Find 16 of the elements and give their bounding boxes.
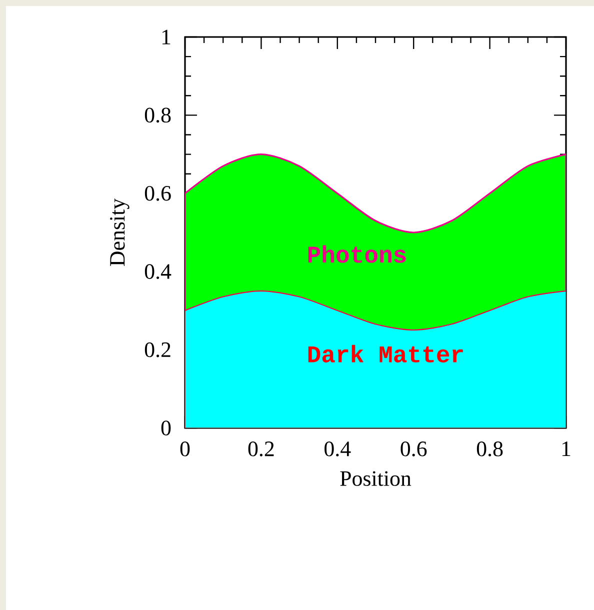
y-tick-label: 0.6 xyxy=(144,186,171,201)
x-tick-label: 1 xyxy=(562,441,570,456)
series-label: Dark Matter xyxy=(308,344,463,362)
y-tick-label: 0.8 xyxy=(144,108,171,123)
x-tick-label: 0 xyxy=(180,441,190,456)
y-axis-title: Density xyxy=(110,198,130,266)
y-tick-label: 1 xyxy=(162,30,170,44)
series-label: Photons xyxy=(308,245,406,263)
x-tick-label: 0.8 xyxy=(476,441,503,456)
y-tick-label: 0.2 xyxy=(144,342,170,358)
y-tick-label: 0 xyxy=(161,420,171,436)
x-tick-label: 0.6 xyxy=(400,441,427,456)
x-axis-title: Position xyxy=(340,471,412,486)
x-tick-label: 0.4 xyxy=(324,441,351,456)
y-tick-label: 0.4 xyxy=(144,264,172,280)
x-tick-label: 0.2 xyxy=(248,441,274,456)
